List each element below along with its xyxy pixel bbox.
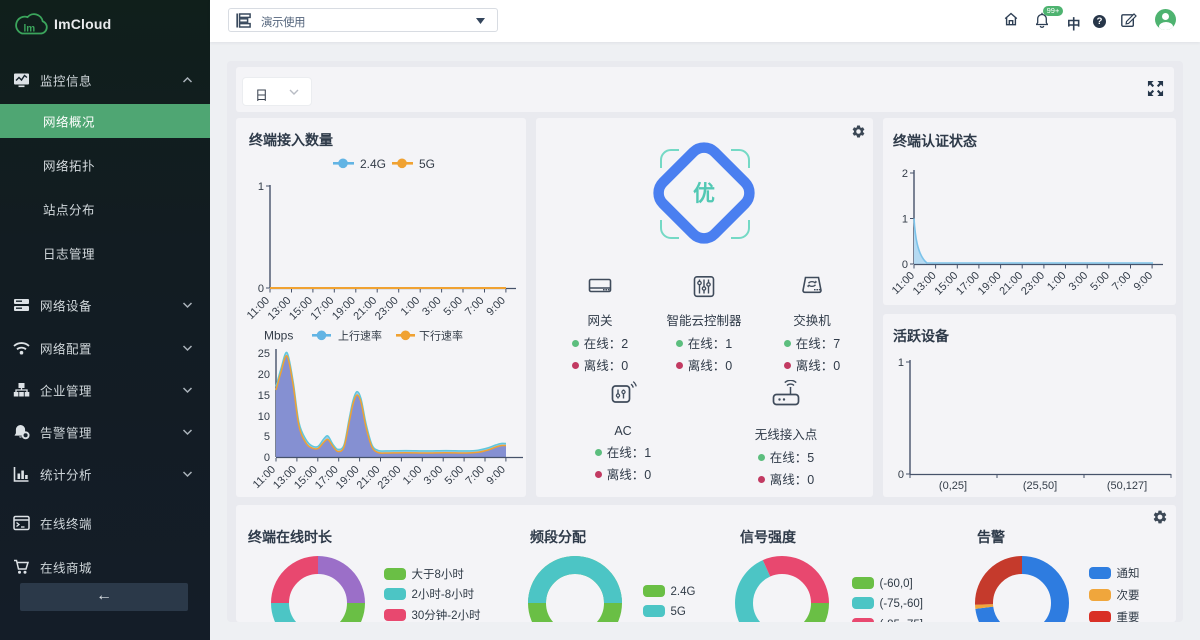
svg-text:0: 0 (258, 283, 264, 295)
svg-text:(0,25]: (0,25] (939, 480, 967, 492)
svg-text:5: 5 (264, 431, 270, 443)
svg-text:0: 0 (264, 452, 270, 464)
svg-text:15:00: 15:00 (292, 464, 320, 492)
svg-text:3:00: 3:00 (420, 295, 444, 319)
svg-text:7:00: 7:00 (1110, 270, 1134, 294)
svg-text:9:00: 9:00 (1132, 270, 1156, 294)
svg-text:11:00: 11:00 (245, 295, 272, 322)
svg-text:下行速率: 下行速率 (419, 329, 463, 343)
svg-text:优: 优 (693, 181, 715, 206)
svg-text:1:00: 1:00 (399, 295, 423, 319)
svg-text:5:00: 5:00 (443, 464, 467, 488)
svg-text:10: 10 (258, 411, 270, 423)
svg-text:5:00: 5:00 (1088, 270, 1112, 294)
svg-text:5G: 5G (419, 157, 435, 171)
svg-text:19:00: 19:00 (976, 270, 1004, 298)
svg-text:19:00: 19:00 (330, 295, 358, 323)
svg-text:19:00: 19:00 (334, 464, 362, 492)
svg-text:7:00: 7:00 (463, 295, 487, 319)
svg-text:1:00: 1:00 (1045, 270, 1069, 294)
svg-text:2.4G: 2.4G (360, 157, 386, 171)
svg-text:21:00: 21:00 (997, 270, 1025, 298)
svg-text:3:00: 3:00 (1067, 270, 1091, 294)
svg-text:1:00: 1:00 (401, 464, 425, 488)
svg-text:15:00: 15:00 (932, 270, 960, 298)
svg-text:3:00: 3:00 (422, 464, 446, 488)
svg-text:(50,127]: (50,127] (1107, 480, 1147, 492)
svg-text:Mbps: Mbps (264, 329, 293, 343)
svg-text:11:00: 11:00 (890, 270, 917, 297)
svg-text:13:00: 13:00 (271, 464, 299, 492)
svg-text:23:00: 23:00 (376, 464, 404, 492)
svg-text:21:00: 21:00 (355, 464, 383, 492)
svg-text:上行速率: 上行速率 (338, 329, 382, 343)
svg-text:5:00: 5:00 (441, 295, 465, 319)
svg-text:1: 1 (902, 214, 908, 226)
svg-text:15: 15 (258, 390, 270, 402)
svg-text:0: 0 (902, 259, 908, 271)
svg-text:21:00: 21:00 (351, 295, 379, 323)
svg-text:9:00: 9:00 (484, 464, 508, 488)
svg-text:17:00: 17:00 (308, 295, 336, 323)
svg-text:15:00: 15:00 (287, 295, 315, 323)
svg-text:(25,50]: (25,50] (1023, 480, 1057, 492)
svg-text:1: 1 (898, 357, 904, 369)
svg-text:23:00: 23:00 (1019, 270, 1047, 298)
svg-text:20: 20 (258, 369, 270, 381)
svg-text:17:00: 17:00 (313, 464, 341, 492)
svg-text:0: 0 (898, 469, 904, 481)
svg-text:17:00: 17:00 (954, 270, 982, 298)
svg-text:13:00: 13:00 (266, 295, 294, 323)
svg-text:13:00: 13:00 (911, 270, 939, 298)
svg-text:1: 1 (258, 181, 264, 193)
svg-text:9:00: 9:00 (484, 295, 508, 319)
svg-text:2: 2 (902, 168, 908, 180)
svg-text:25: 25 (258, 348, 270, 360)
svg-text:23:00: 23:00 (373, 295, 401, 323)
svg-text:lm: lm (24, 24, 36, 35)
svg-text:7:00: 7:00 (463, 464, 487, 488)
